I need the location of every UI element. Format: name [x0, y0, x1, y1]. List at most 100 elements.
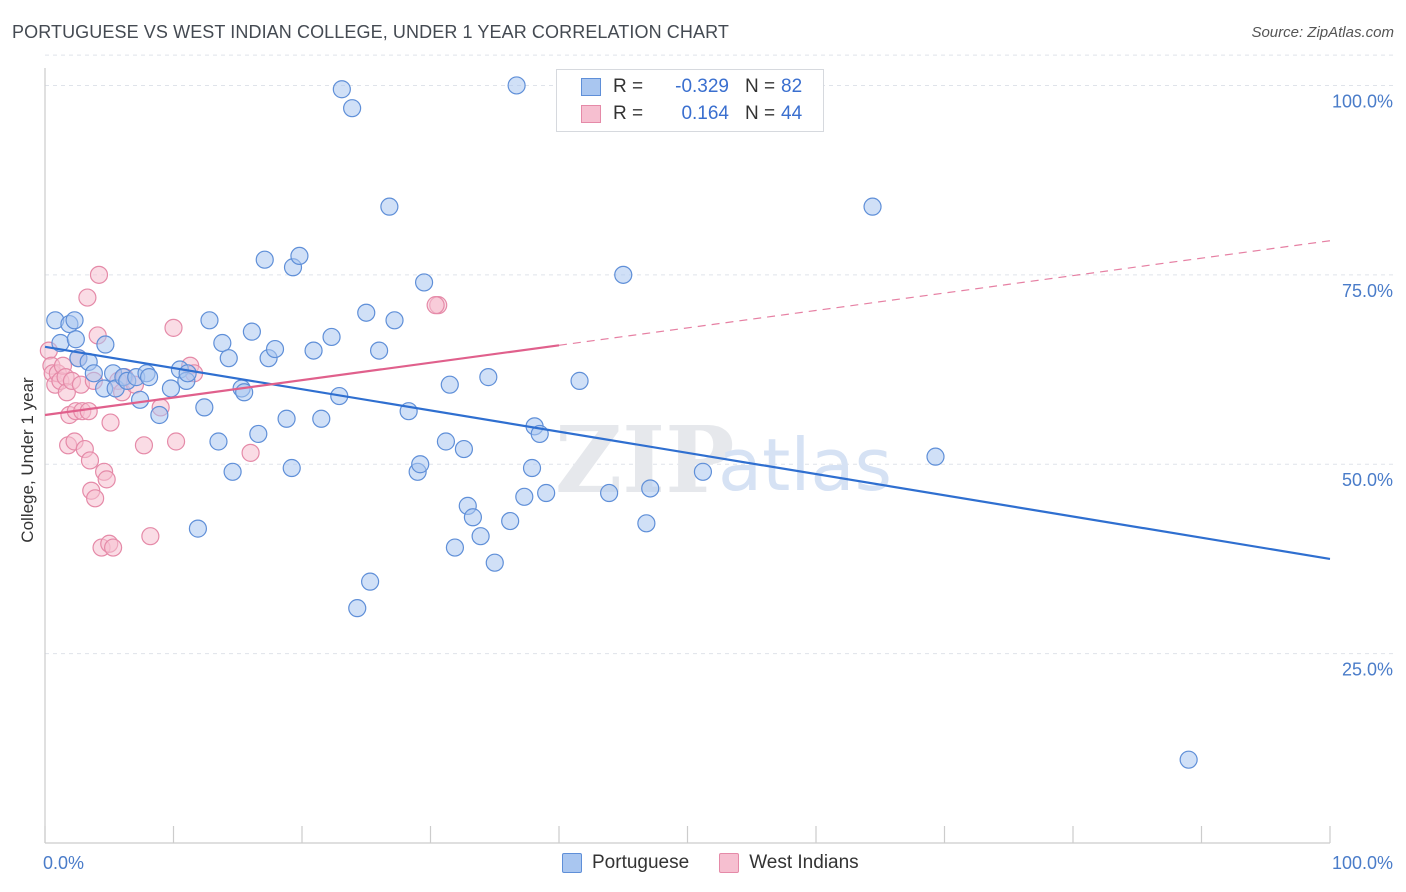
stats-legend: R = -0.329 N = 82 R = 0.164 N = 44	[556, 69, 824, 132]
west-indians-point	[134, 436, 154, 455]
portuguese-point	[507, 76, 526, 95]
legend-row-west-indians: R = 0.164 N = 44	[581, 102, 802, 126]
axes	[44, 68, 1331, 844]
portuguese-point	[614, 265, 633, 284]
portuguese-point	[213, 333, 232, 353]
portuguese-point	[479, 368, 498, 387]
portuguese-point	[277, 409, 296, 428]
portuguese-point	[290, 246, 309, 266]
legend-n-label: N =	[745, 103, 776, 124]
legend-swatch-portuguese	[562, 853, 582, 873]
portuguese-point	[312, 409, 331, 428]
portuguese-point	[537, 483, 556, 503]
y-tick-label: 50.0%	[1342, 470, 1393, 490]
portuguese-point	[65, 311, 84, 330]
legend-item-portuguese[interactable]: Portuguese	[562, 852, 689, 874]
portuguese-point	[522, 458, 542, 478]
portuguese-point	[255, 250, 274, 269]
legend-swatch-west-indians	[719, 853, 740, 873]
portuguese-point	[161, 379, 181, 398]
series-legend: Portuguese West Indians	[562, 852, 889, 874]
west-indians-point	[86, 489, 105, 508]
portuguese-point	[348, 599, 367, 618]
legend-r-value: 0.164	[681, 103, 729, 124]
west-indians-point	[164, 318, 183, 337]
portuguese-point	[150, 405, 169, 425]
portuguese-point	[440, 375, 459, 394]
portuguese-point	[641, 479, 660, 498]
portuguese-point	[66, 330, 85, 349]
portuguese-point	[414, 273, 434, 292]
portuguese-point	[471, 527, 490, 546]
portuguese-point	[385, 311, 404, 330]
trend-lines	[44, 240, 1331, 561]
west-indians-trend-line-extrapolated	[558, 240, 1331, 346]
chart-title: PORTUGUESE VS WEST INDIAN COLLEGE, UNDER…	[12, 22, 729, 42]
legend-swatch-west-indians	[581, 105, 601, 123]
watermark-zip: ZIP	[555, 406, 734, 514]
legend-n-value: 82	[781, 76, 803, 97]
portuguese-point	[178, 364, 197, 383]
x-tick-label-min: 0.0%	[43, 853, 84, 873]
portuguese-point	[485, 553, 504, 572]
legend-r-value: -0.329	[675, 76, 729, 97]
portuguese-point	[223, 462, 242, 481]
west-indians-points	[39, 265, 448, 557]
portuguese-point	[188, 519, 208, 538]
portuguese-point	[195, 398, 214, 417]
y-axis-label: College, Under 1 year	[18, 377, 37, 543]
west-indians-trend-line	[44, 344, 560, 417]
watermark-atlas: atlas	[718, 423, 892, 507]
portuguese-point	[249, 424, 268, 444]
watermark: ZIP atlas	[555, 406, 892, 514]
legend-label-west-indians: West Indians	[749, 852, 859, 873]
portuguese-point	[282, 458, 301, 478]
portuguese-point	[265, 339, 285, 359]
portuguese-point	[96, 335, 115, 354]
y-tick-label: 25.0%	[1342, 660, 1393, 680]
portuguese-point	[637, 514, 656, 533]
legend-row-portuguese: R = -0.329 N = 82	[581, 75, 802, 99]
legend-r-label: R =	[613, 103, 644, 124]
portuguese-point	[570, 371, 589, 390]
west-indians-point	[101, 413, 120, 432]
portuguese-point	[219, 349, 238, 368]
west-indians-point	[78, 288, 97, 307]
portuguese-point	[343, 99, 362, 118]
portuguese-point	[501, 511, 520, 531]
legend-label-portuguese: Portuguese	[592, 852, 690, 873]
legend-swatch-portuguese	[581, 78, 601, 96]
legend-n-label: N =	[745, 76, 776, 97]
west-indians-point	[104, 538, 123, 557]
portuguese-point	[84, 364, 103, 383]
portuguese-point	[304, 341, 323, 360]
legend-item-west-indians[interactable]: West Indians	[719, 852, 859, 874]
portuguese-point	[332, 80, 351, 99]
y-tick-label: 75.0%	[1342, 281, 1393, 301]
portuguese-point	[242, 322, 261, 341]
portuguese-point	[200, 311, 219, 330]
gridlines	[45, 54, 1395, 655]
portuguese-trend-line	[44, 345, 1331, 561]
west-indians-point	[79, 402, 98, 421]
west-indians-point	[89, 265, 109, 284]
west-indians-point	[97, 470, 116, 489]
portuguese-point	[411, 455, 430, 474]
west-indians-point	[241, 443, 260, 462]
portuguese-point	[139, 368, 159, 387]
portuguese-point	[357, 303, 376, 322]
west-indians-point	[166, 432, 186, 451]
portuguese-point	[693, 462, 713, 481]
west-indians-point	[80, 451, 100, 470]
portuguese-point	[454, 439, 474, 459]
x-tick-label-max: 100.0%	[1332, 853, 1393, 873]
portuguese-point	[370, 341, 389, 360]
portuguese-points	[46, 76, 1198, 769]
portuguese-point	[436, 432, 456, 451]
west-indians-point	[141, 527, 160, 546]
source-label: Source: ZipAtlas.com	[1251, 24, 1394, 41]
y-tick-label: 100.0%	[1332, 91, 1393, 111]
portuguese-point	[515, 487, 534, 506]
legend-r-label: R =	[613, 76, 644, 97]
